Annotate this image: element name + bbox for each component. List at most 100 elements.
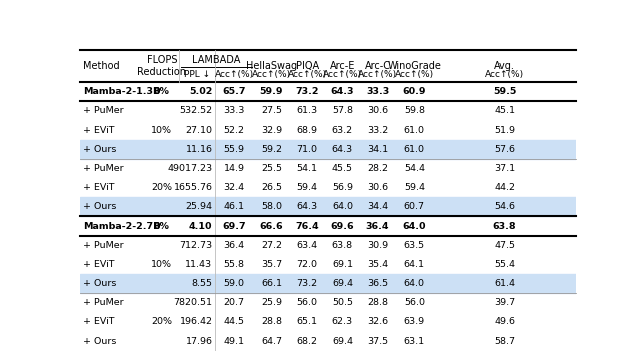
Text: 44.2: 44.2 [494, 183, 515, 192]
Text: 27.2: 27.2 [261, 241, 282, 250]
Text: + EViT: + EViT [83, 260, 115, 269]
Text: 57.6: 57.6 [494, 145, 515, 154]
Text: 61.0: 61.0 [404, 145, 425, 154]
Text: 54.4: 54.4 [404, 164, 425, 173]
Text: 712.73: 712.73 [179, 241, 212, 250]
Text: 37.5: 37.5 [367, 337, 388, 346]
Text: 71.0: 71.0 [297, 145, 317, 154]
Text: 32.4: 32.4 [224, 183, 245, 192]
Text: 30.6: 30.6 [367, 183, 388, 192]
Text: 47.5: 47.5 [494, 241, 515, 250]
Text: Acc↑(%): Acc↑(%) [287, 69, 327, 79]
Text: Method: Method [83, 61, 120, 71]
Text: 7820.51: 7820.51 [173, 298, 212, 307]
Text: Acc↑(%): Acc↑(%) [358, 69, 397, 79]
Text: 57.8: 57.8 [332, 106, 353, 115]
Text: 49.6: 49.6 [494, 318, 515, 326]
Text: Acc↑(%): Acc↑(%) [252, 69, 291, 79]
Text: 65.1: 65.1 [297, 318, 317, 326]
Text: Avg.: Avg. [494, 61, 515, 71]
Text: 1655.76: 1655.76 [173, 183, 212, 192]
Text: 72.0: 72.0 [297, 260, 317, 269]
Text: 532.52: 532.52 [179, 106, 212, 115]
Text: 46.1: 46.1 [224, 202, 244, 211]
Text: 60.7: 60.7 [404, 202, 425, 211]
Text: Acc↑(%): Acc↑(%) [214, 69, 254, 79]
Text: 52.2: 52.2 [224, 126, 244, 134]
Text: 30.9: 30.9 [367, 241, 388, 250]
Text: 20%: 20% [151, 183, 172, 192]
Text: WinoGrade: WinoGrade [387, 61, 441, 71]
Text: 14.9: 14.9 [224, 164, 244, 173]
Text: 55.9: 55.9 [224, 145, 244, 154]
Text: 196.42: 196.42 [179, 318, 212, 326]
Text: 28.2: 28.2 [367, 164, 388, 173]
Bar [80, 274, 576, 293]
Text: 28.8: 28.8 [261, 318, 282, 326]
Text: 61.3: 61.3 [296, 106, 317, 115]
Text: PPL ↓: PPL ↓ [184, 69, 210, 79]
Text: 61.4: 61.4 [494, 279, 515, 288]
Text: 49017.23: 49017.23 [167, 164, 212, 173]
Bar [80, 197, 576, 217]
Text: 69.4: 69.4 [332, 279, 353, 288]
Text: 25.94: 25.94 [186, 202, 212, 211]
Text: 36.4: 36.4 [366, 221, 389, 231]
Text: 68.9: 68.9 [297, 126, 317, 134]
Text: PIQA: PIQA [296, 61, 319, 71]
Text: 59.4: 59.4 [404, 183, 425, 192]
Text: + PuMer: + PuMer [83, 164, 124, 173]
Text: 59.9: 59.9 [260, 87, 284, 96]
Text: 32.6: 32.6 [367, 318, 388, 326]
Text: 62.3: 62.3 [332, 318, 353, 326]
Text: 56.9: 56.9 [332, 183, 353, 192]
Text: 64.7: 64.7 [261, 337, 282, 346]
Text: 33.2: 33.2 [367, 126, 388, 134]
Text: 76.4: 76.4 [295, 221, 319, 231]
Text: Mamba-2-2.7B: Mamba-2-2.7B [83, 221, 161, 231]
Text: Arc-C: Arc-C [365, 61, 390, 71]
Text: 55.4: 55.4 [494, 260, 515, 269]
Text: 54.1: 54.1 [297, 164, 317, 173]
Text: 50.5: 50.5 [332, 298, 353, 307]
Text: 35.4: 35.4 [367, 260, 388, 269]
Text: 8.55: 8.55 [191, 279, 212, 288]
Text: 11.43: 11.43 [186, 260, 212, 269]
Text: 66.1: 66.1 [261, 279, 282, 288]
Text: 63.8: 63.8 [493, 221, 516, 231]
Text: 59.2: 59.2 [261, 145, 282, 154]
Text: 54.6: 54.6 [494, 202, 515, 211]
Text: Acc↑(%): Acc↑(%) [323, 69, 362, 79]
Bar [80, 332, 576, 351]
Text: + PuMer: + PuMer [83, 106, 124, 115]
Text: + EViT: + EViT [83, 126, 115, 134]
Text: Acc↑(%): Acc↑(%) [485, 69, 524, 79]
Text: 10%: 10% [151, 260, 172, 269]
Text: 63.9: 63.9 [404, 318, 425, 326]
Text: 64.3: 64.3 [332, 145, 353, 154]
Bar [80, 140, 576, 159]
Text: LAMBADA: LAMBADA [192, 55, 241, 65]
Text: + PuMer: + PuMer [83, 241, 124, 250]
Text: 27.5: 27.5 [261, 106, 282, 115]
Text: 64.1: 64.1 [404, 260, 425, 269]
Text: 55.8: 55.8 [224, 260, 244, 269]
Text: 60.9: 60.9 [403, 87, 426, 96]
Text: + Ours: + Ours [83, 145, 117, 154]
Text: 64.3: 64.3 [331, 87, 354, 96]
Text: 5.02: 5.02 [189, 87, 212, 96]
Text: 73.2: 73.2 [296, 279, 317, 288]
Text: 69.6: 69.6 [331, 221, 354, 231]
Text: 56.0: 56.0 [404, 298, 425, 307]
Text: 49.1: 49.1 [224, 337, 244, 346]
Text: 20.7: 20.7 [224, 298, 244, 307]
Text: 0%: 0% [154, 87, 170, 96]
Text: Mamba-2-1.3B: Mamba-2-1.3B [83, 87, 161, 96]
Text: 44.5: 44.5 [224, 318, 244, 326]
Text: 61.0: 61.0 [404, 126, 425, 134]
Text: 69.4: 69.4 [332, 337, 353, 346]
Text: 36.5: 36.5 [367, 279, 388, 288]
Text: 0%: 0% [154, 221, 170, 231]
Text: 33.3: 33.3 [223, 106, 245, 115]
Text: 56.0: 56.0 [297, 298, 317, 307]
